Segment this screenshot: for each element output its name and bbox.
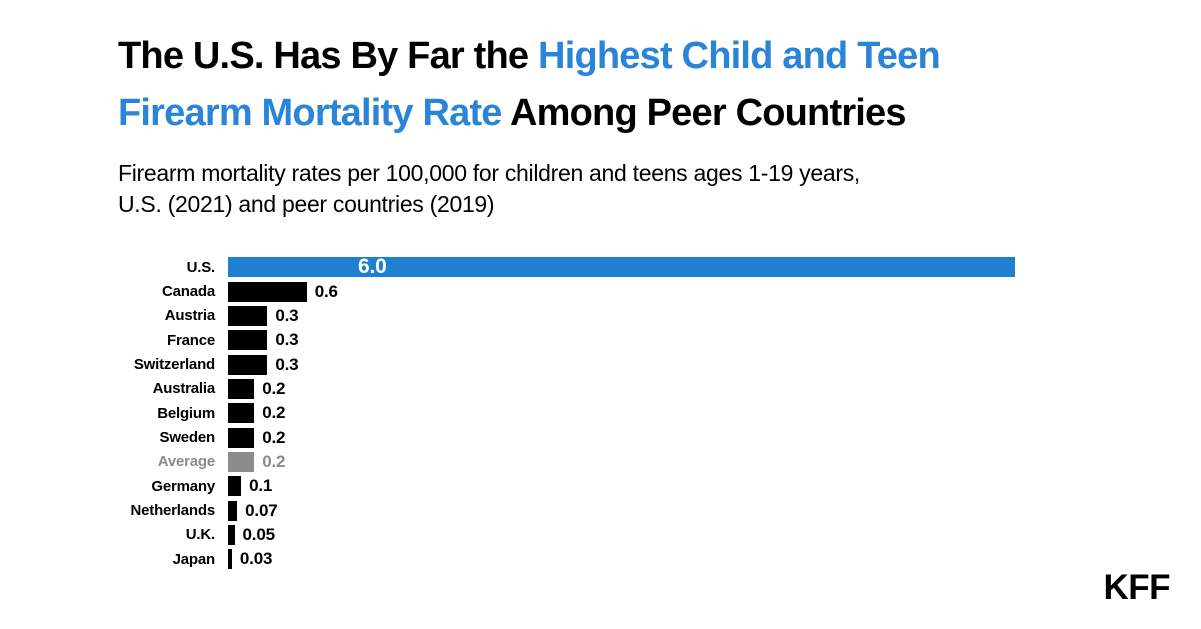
bar-track: 0.1 (228, 476, 1201, 497)
bar (228, 281, 307, 302)
bar-track: 0.2 (228, 403, 1201, 424)
country-label: Average (157, 453, 215, 471)
country-label: Switzerland (133, 356, 215, 374)
country-label: U.S. (186, 258, 216, 276)
bar-track: 0.07 (228, 500, 1201, 521)
subtitle-line-2: U.S. (2021) and peer countries (2019) (118, 191, 495, 217)
bar-track: 0.2 (228, 451, 1201, 472)
value-label: 0.2 (262, 451, 286, 471)
chart-row: Austria 0.3 (0, 304, 1201, 328)
bar (228, 500, 238, 521)
value-label: 0.1 (249, 476, 273, 496)
chart-row: France 0.3 (0, 328, 1201, 352)
value-label: 0.3 (275, 354, 299, 374)
country-label: U.K. (185, 526, 215, 544)
bar-track: 0.2 (228, 427, 1201, 448)
value-label: 0.2 (262, 427, 286, 447)
chart-row: Canada 0.6 (0, 279, 1201, 303)
subtitle-line-1: Firearm mortality rates per 100,000 for … (118, 160, 860, 186)
bar (228, 257, 1015, 278)
bar-track: 0.6 (228, 281, 1201, 302)
country-label: Austria (164, 307, 215, 325)
title-segment-black-2: Among Peer Countries (510, 92, 907, 134)
country-label: France (167, 331, 215, 349)
bar (228, 403, 255, 424)
chart-row: Belgium 0.2 (0, 401, 1201, 425)
country-label: Belgium (157, 404, 215, 422)
chart-row: Japan 0.03 (0, 547, 1201, 571)
title-segment-black-1: The U.S. Has By Far the (118, 35, 529, 77)
value-label: 0.07 (245, 500, 278, 520)
bar-chart: U.S. 6.0 Canada 0.6 Austria 0.3 France 0.3 Switz… (0, 255, 1201, 571)
bar (228, 378, 255, 399)
bar (228, 330, 268, 351)
bar-track: 6.0 (228, 255, 1201, 279)
chart-row: Switzerland 0.3 (0, 352, 1201, 376)
value-label: 0.3 (275, 330, 299, 350)
country-label: Sweden (159, 429, 216, 447)
bar (228, 427, 255, 448)
bar-track: 0.05 (228, 524, 1201, 545)
bar-track: 0.3 (228, 330, 1201, 351)
bar (228, 451, 255, 472)
chart-row: U.S. 6.0 (0, 255, 1201, 279)
kff-logo: KFF (1103, 568, 1170, 607)
chart-row: U.K. 0.05 (0, 523, 1201, 547)
bar (228, 476, 242, 497)
chart-row: Netherlands 0.07 (0, 498, 1201, 522)
chart-row: Australia 0.2 (0, 377, 1201, 401)
country-label: Australia (152, 380, 216, 398)
value-label: 6.0 (358, 255, 387, 279)
bar-track: 0.03 (228, 549, 1201, 570)
value-label: 0.2 (262, 378, 286, 398)
value-label: 0.6 (314, 281, 338, 301)
value-label: 0.03 (239, 549, 273, 569)
title-segment-blue-1: Highest Child and Teen (538, 35, 941, 77)
chart-row: Sweden 0.2 (0, 425, 1201, 449)
chart-title: The U.S. Has By Far the Highest Child an… (118, 28, 1118, 142)
chart-row: Germany 0.1 (0, 474, 1201, 498)
bar (228, 305, 268, 326)
value-label: 0.2 (262, 403, 286, 423)
chart-subtitle: Firearm mortality rates per 100,000 for … (118, 158, 1018, 220)
country-label: Germany (151, 477, 215, 495)
value-label: 0.05 (242, 524, 275, 544)
bar-track: 0.3 (228, 354, 1201, 375)
bar-track: 0.2 (228, 378, 1201, 399)
country-label: Canada (162, 283, 215, 301)
country-label: Japan (172, 550, 216, 568)
bar (228, 354, 268, 375)
value-label: 0.3 (275, 305, 299, 325)
bar (228, 524, 235, 545)
chart-row: Average 0.2 (0, 450, 1201, 474)
bar (228, 549, 232, 570)
country-label: Netherlands (130, 502, 216, 520)
title-segment-blue-2: Firearm Mortality Rate (118, 92, 502, 134)
bar-track: 0.3 (228, 305, 1201, 326)
